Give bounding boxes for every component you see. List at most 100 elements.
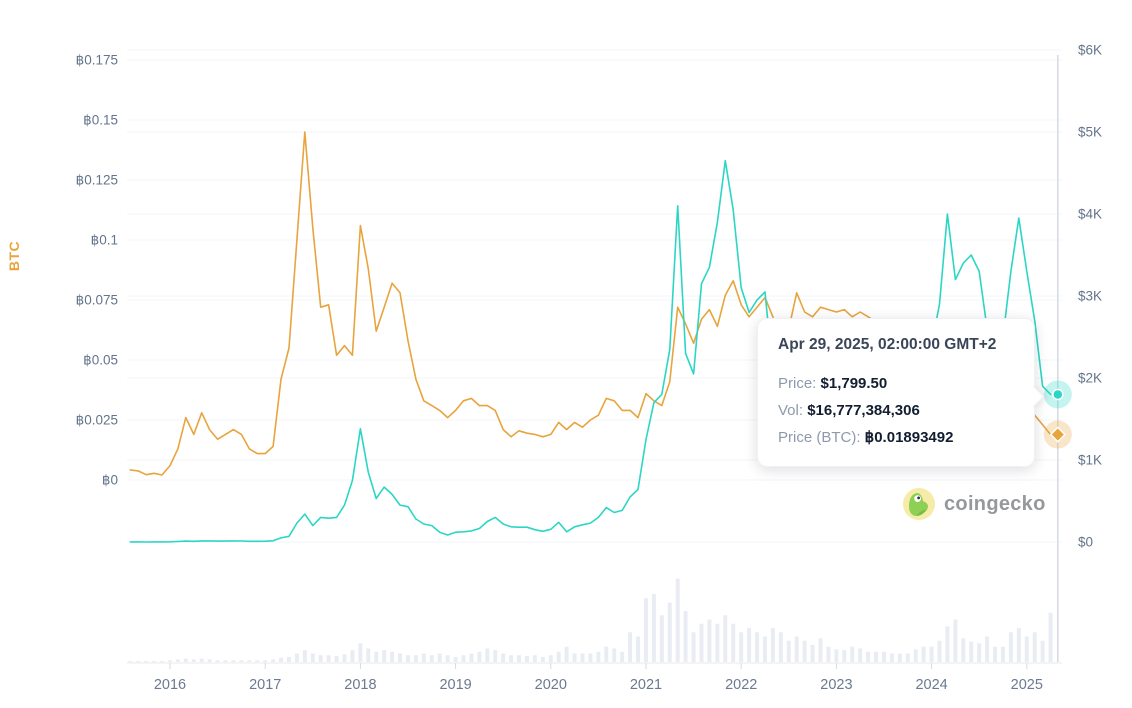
volume-bar: [517, 655, 522, 662]
volume-bar: [802, 640, 807, 662]
volume-bar: [286, 656, 291, 662]
volume-bar: [866, 651, 871, 662]
volume-bar: [310, 653, 315, 662]
x-tick-label: 2016: [154, 677, 186, 693]
volume-bar: [398, 653, 403, 662]
left-axis-tick-label: ฿0.125: [76, 173, 118, 188]
volume-bar: [889, 653, 894, 662]
volume-bar: [461, 655, 466, 662]
left-axis-tick-label: ฿0.175: [76, 53, 118, 68]
coingecko-watermark: coingecko: [902, 487, 1046, 521]
volume-bar: [263, 660, 268, 662]
volume-bar: [366, 648, 371, 662]
left-axis-tick-label: ฿0.025: [76, 413, 118, 428]
volume-bar: [556, 651, 561, 662]
volume-bar: [350, 650, 355, 662]
volume-bar: [929, 646, 934, 662]
volume-bar: [1048, 612, 1053, 662]
volume-bar: [651, 594, 656, 662]
volume-bar: [477, 651, 482, 662]
chart-tooltip: Apr 29, 2025, 02:00:00 GMT+2 Price: $1,7…: [757, 318, 1045, 467]
volume-bar: [207, 659, 212, 662]
volume-bar: [334, 656, 339, 662]
volume-bar: [794, 636, 799, 662]
volume-bar: [152, 661, 157, 662]
usd-point-marker[interactable]: [1052, 388, 1064, 401]
volume-bar: [977, 643, 982, 662]
btc-point-marker[interactable]: [1049, 426, 1066, 443]
volume-bar: [199, 658, 204, 662]
volume-bar: [596, 651, 601, 662]
volume-bar: [842, 650, 847, 662]
tooltip-price-btc-row: Price (BTC): ฿0.01893492: [778, 424, 1014, 451]
volume-bar: [390, 651, 395, 662]
volume-bar: [485, 648, 490, 662]
volume-bar: [437, 653, 442, 662]
volume-bar: [215, 660, 220, 662]
x-tick-label: 2023: [820, 677, 852, 693]
volume-bar: [524, 656, 529, 662]
volume-bar: [501, 653, 506, 662]
volume-bar: [342, 654, 347, 662]
volume-bar: [453, 656, 458, 662]
volume-bar: [564, 646, 569, 662]
volume-bar: [699, 623, 704, 662]
tooltip-volume-row: Vol: $16,777,384,306: [778, 397, 1014, 424]
left-axis-tick-label: ฿0: [102, 473, 118, 488]
x-tick-label: 2024: [915, 677, 947, 693]
volume-bar: [778, 632, 783, 662]
volume-bar: [271, 659, 276, 662]
volume-bar: [620, 651, 625, 662]
right-axis-tick-label: $2K: [1078, 371, 1102, 386]
volume-bar: [374, 651, 379, 662]
volume-bar: [1040, 640, 1045, 662]
volume-bar: [826, 646, 831, 662]
volume-bar: [160, 661, 165, 662]
volume-bar: [786, 640, 791, 662]
volume-bar: [572, 653, 577, 662]
volume-bar: [445, 655, 450, 662]
volume-bar: [810, 645, 815, 662]
volume-bar: [493, 650, 498, 662]
left-axis-title: BTC: [6, 240, 22, 272]
x-tick-label: 2019: [439, 677, 471, 693]
volume-bar: [144, 661, 149, 662]
x-tick-label: 2022: [725, 677, 757, 693]
volume-bar: [1016, 628, 1021, 662]
volume-bar: [604, 646, 609, 662]
volume-bar: [937, 640, 942, 662]
x-tick-label: 2018: [344, 677, 376, 693]
volume-bar: [532, 655, 537, 662]
volume-bar: [913, 649, 918, 662]
volume-bar: [1032, 632, 1037, 662]
volume-bar: [905, 653, 910, 662]
volume-bar: [1024, 636, 1029, 662]
left-axis-tick-label: ฿0.05: [83, 353, 118, 368]
volume-bar: [961, 638, 966, 662]
tooltip-volume-value: $16,777,384,306: [807, 402, 920, 419]
volume-bar: [739, 632, 744, 662]
volume-bar: [223, 660, 228, 662]
right-axis-tick-label: $1K: [1078, 453, 1102, 468]
volume-bar: [429, 655, 434, 662]
volume-bar: [413, 655, 418, 662]
volume-bar: [985, 636, 990, 662]
volume-bar: [294, 653, 299, 662]
volume-bar: [818, 638, 823, 662]
volume-bar: [628, 632, 633, 662]
coingecko-logo-icon: [903, 488, 935, 520]
volume-bar: [239, 660, 244, 662]
volume-bar: [1008, 632, 1013, 662]
volume-bar: [675, 578, 680, 662]
tooltip-volume-label: Vol:: [778, 402, 808, 419]
x-tick-label: 2021: [630, 677, 662, 693]
volume-bar: [612, 648, 617, 662]
volume-bar: [136, 661, 141, 662]
coingecko-logo-text: coingecko: [944, 492, 1046, 515]
volume-bar: [302, 650, 307, 662]
x-tick-label: 2017: [249, 677, 281, 693]
volume-bar: [405, 655, 410, 662]
tooltip-price-value: $1,799.50: [820, 375, 888, 392]
volume-bar: [881, 651, 886, 662]
